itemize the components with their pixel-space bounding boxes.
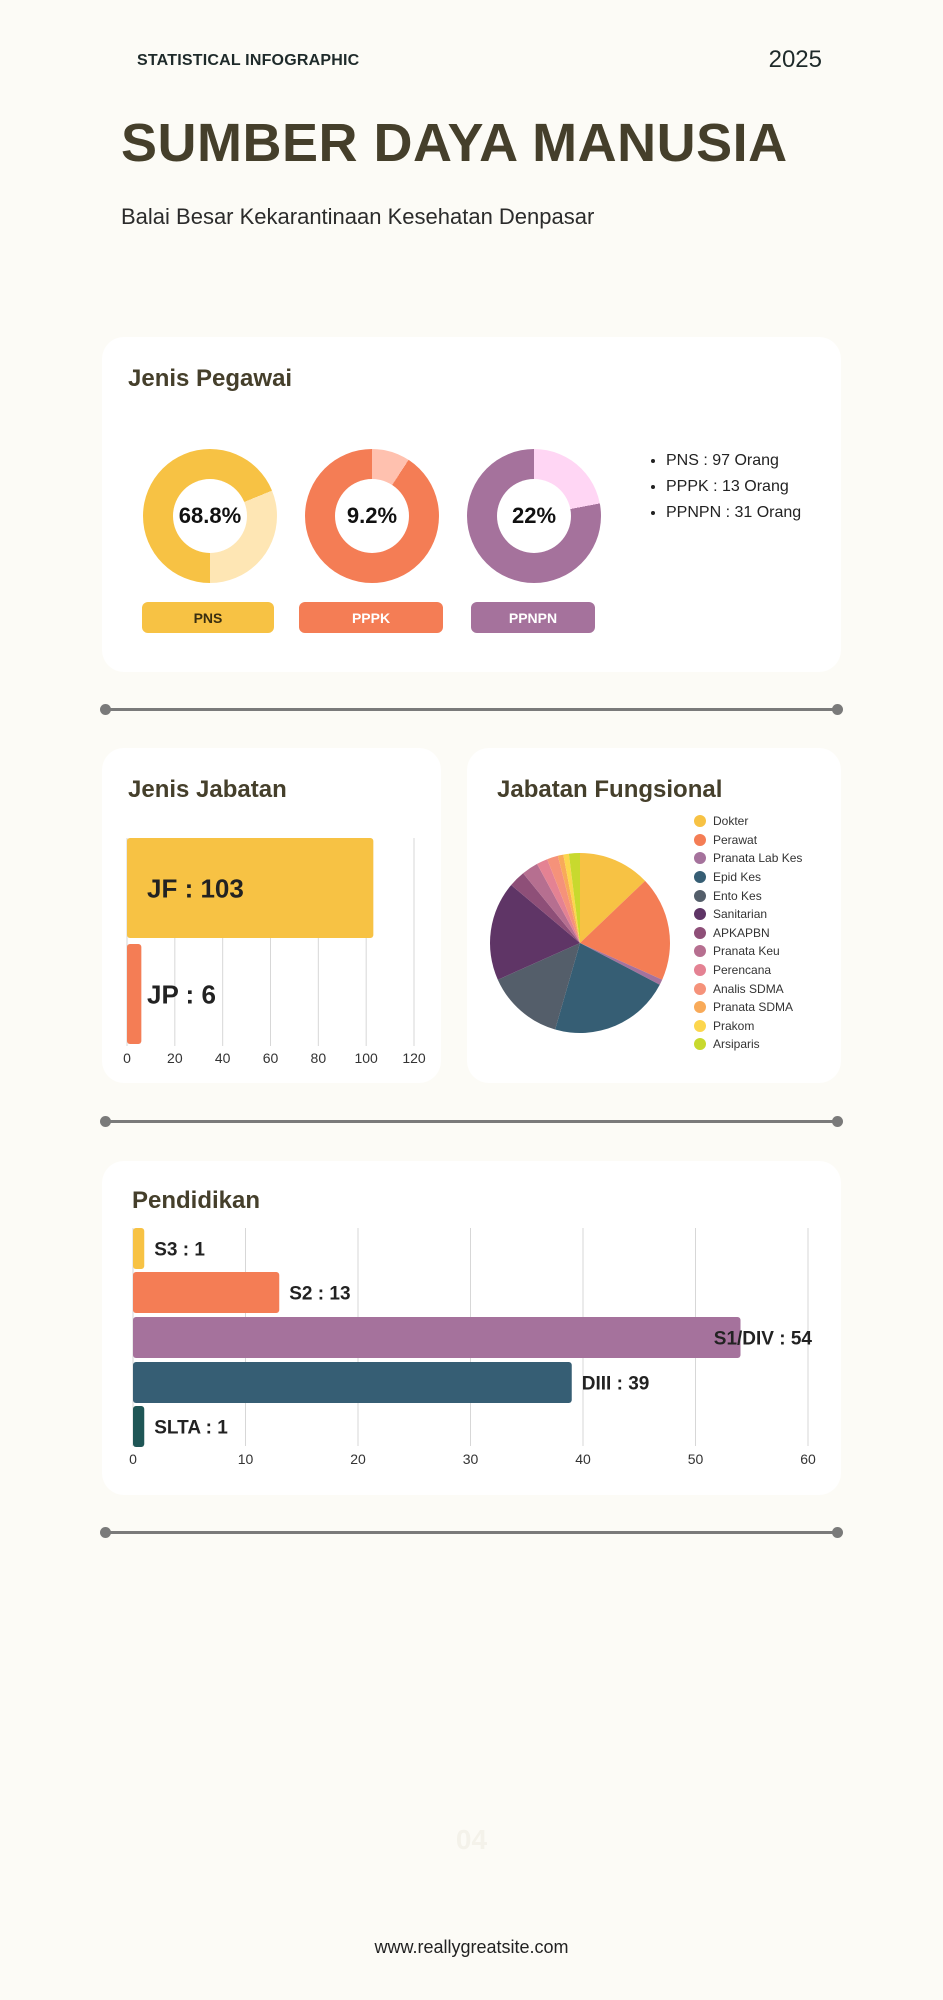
year: 2025 <box>768 46 822 73</box>
donut-label-pppk: PPPK <box>299 602 443 633</box>
pendidikan-card: Pendidikan <box>102 1161 841 1495</box>
legend-item: Pranata SDMA <box>694 998 802 1017</box>
legend-item: Dokter <box>694 812 802 831</box>
donut-pns: 68.8% <box>143 449 277 583</box>
legend-swatch <box>694 871 706 884</box>
bullet-ppnpn: PPNPN : 31 Orang <box>666 500 801 526</box>
legend-swatch <box>694 815 706 828</box>
legend-item: Arsiparis <box>694 1035 802 1054</box>
donut-percent: 68.8% <box>173 479 247 553</box>
legend-label: Perawat <box>713 832 758 847</box>
donut-percent: 9.2% <box>335 479 409 553</box>
donut-ppnpn: 22% <box>467 449 601 583</box>
jenis-jabatan-card: Jenis Jabatan <box>102 748 441 1083</box>
jenis-pegawai-bullets: PNS : 97 Orang PPPK : 13 Orang PPNPN : 3… <box>646 448 801 526</box>
legend-label: Pranata SDMA <box>713 1000 794 1015</box>
legend-swatch <box>694 945 706 958</box>
donut-label-pns: PNS <box>142 602 274 633</box>
page-subtitle: Balai Besar Kekarantinaan Kesehatan Denp… <box>121 204 595 229</box>
legend-swatch <box>694 889 706 902</box>
legend-label: Pranata Lab Kes <box>713 851 803 866</box>
legend-label: Perencana <box>713 963 772 978</box>
legend-item: Pranata Lab Kes <box>694 849 802 868</box>
legend-label: Sanitarian <box>713 907 768 922</box>
divider <box>100 1527 843 1538</box>
legend-swatch <box>694 833 706 846</box>
bullet-pppk: PPPK : 13 Orang <box>666 474 801 500</box>
legend-label: APKAPBN <box>713 925 770 940</box>
legend-swatch <box>694 1019 706 1032</box>
legend-swatch <box>694 852 706 865</box>
bullet-pns: PNS : 97 Orang <box>666 448 801 474</box>
donut-pppk: 9.2% <box>305 449 439 583</box>
jenis-jabatan-title: Jenis Jabatan <box>128 776 287 803</box>
legend-swatch <box>694 964 706 977</box>
legend-swatch <box>694 982 706 995</box>
legend-label: Analis SDMA <box>713 981 784 996</box>
divider <box>100 1116 843 1127</box>
jenis-pegawai-title: Jenis Pegawai <box>128 365 293 392</box>
legend-label: Prakom <box>713 1018 755 1033</box>
legend-label: Arsiparis <box>713 1037 760 1052</box>
donut-percent: 22% <box>497 479 571 553</box>
legend-item: Pranata Keu <box>694 942 802 961</box>
legend-item: APKAPBN <box>694 924 802 943</box>
legend-label: Dokter <box>713 814 749 829</box>
donut-label-ppnpn: PPNPN <box>471 602 595 633</box>
legend-item: Prakom <box>694 1017 802 1036</box>
legend-swatch <box>694 1001 706 1014</box>
legend-swatch <box>694 926 706 939</box>
page-title: SUMBER DAYA MANUSIA <box>121 113 788 173</box>
legend-label: Epid Kes <box>713 870 762 885</box>
pie-legend: Dokter Perawat Pranata Lab Kes Epid Kes Ento… <box>694 812 802 1054</box>
legend-item: Epid Kes <box>694 868 802 887</box>
legend-item: Perawat <box>694 831 802 850</box>
page-number-ghost: 04 <box>455 1824 488 1855</box>
legend-item: Ento Kes <box>694 886 802 905</box>
jabatan-fungsional-title: Jabatan Fungsional <box>497 776 723 803</box>
legend-item: Sanitarian <box>694 905 802 924</box>
infographic-label: STATISTICAL INFOGRAPHIC <box>137 52 360 69</box>
legend-item: Perencana <box>694 961 802 980</box>
legend-swatch <box>694 908 706 921</box>
legend-item: Analis SDMA <box>694 979 802 998</box>
legend-swatch <box>694 1038 706 1051</box>
footer-url[interactable]: www.reallygreatsite.com <box>374 1937 569 1957</box>
legend-label: Pranata Keu <box>713 944 780 959</box>
legend-label: Ento Kes <box>713 888 762 903</box>
pendidikan-title: Pendidikan <box>132 1187 261 1214</box>
divider <box>100 704 843 715</box>
